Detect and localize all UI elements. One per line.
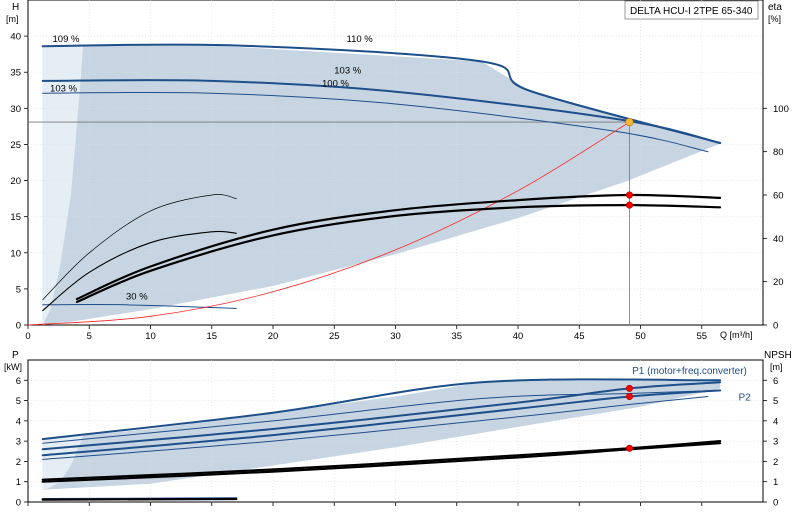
head-y2-tick-label: 60	[773, 191, 784, 202]
head-point-marker-2	[625, 117, 634, 127]
chart-title: DELTA HCU-I 2TPE 65-340	[630, 6, 753, 17]
head-series-line-4	[27, 121, 630, 326]
head-series-line-3	[42, 304, 237, 309]
head-y-tick-label: 40	[10, 32, 21, 43]
head-y2-tick-label: 20	[773, 277, 784, 288]
head-y-tick-label: 30	[10, 104, 21, 115]
power-y2-tick-label: 0	[773, 498, 778, 509]
power-y2-tick-label: 3	[773, 437, 778, 448]
head-y2-tick-label: 100	[773, 104, 789, 115]
head-series-line-5	[42, 194, 237, 301]
title-box	[624, 0, 759, 20]
power-y2-tick-label: 6	[773, 376, 778, 387]
head-series-line-6	[42, 230, 237, 312]
npsh-axis-name: NPSH	[764, 350, 792, 361]
power-series-line-6	[41, 442, 722, 483]
head-chart-plot: 0 5 10 15 20 25 30 35 40 0 20 40 60 80 100 0 5 10 15 20 25 30…	[10, 0, 789, 342]
flow-axis-label: Q [m³/h]	[720, 330, 753, 340]
power-series-line-4	[42, 396, 709, 460]
power-axis-unit: [kW]	[4, 362, 22, 372]
head-operating-area-light	[42, 46, 84, 325]
head-y-tick-label: 35	[10, 68, 21, 79]
head-y-tick-label: 20	[10, 176, 21, 187]
power-y2-tick-label: 4	[773, 416, 778, 427]
power-series-line-8	[41, 497, 238, 501]
head-x-tick-label: 0	[25, 331, 30, 342]
head-x-tick-label: 10	[145, 331, 156, 342]
power-series-line-0	[41, 378, 722, 441]
power-y-tick-label: 2	[16, 457, 21, 468]
power-point-marker-0	[625, 384, 633, 392]
power-y-tick-label: 1	[16, 477, 21, 488]
head-series-line-0	[41, 43, 722, 144]
head-axis-name: H	[12, 2, 19, 13]
power-y-tick-label: 4	[16, 416, 21, 427]
head-y2-tick-label: 40	[773, 234, 784, 245]
head-y2-tick-label: 0	[773, 321, 778, 332]
head-point-marker-1	[625, 201, 633, 209]
head-y-tick-label: 0	[16, 321, 21, 332]
head-annotation: 103 %	[334, 66, 361, 77]
head-x-tick-label: 25	[329, 331, 340, 342]
power-series-line-2	[41, 381, 722, 451]
power-series-line-5	[41, 440, 722, 481]
power-y2-tick-label: 2	[773, 457, 778, 468]
head-y-tick-label: 15	[10, 212, 21, 223]
head-series-line-2	[42, 91, 709, 153]
head-x-tick-label: 55	[696, 331, 707, 342]
power-series-line-3	[41, 389, 722, 457]
head-annotation: 100 %	[322, 79, 349, 90]
head-x-tick-label: 35	[451, 331, 462, 342]
eta-axis-name: eta	[768, 2, 782, 13]
head-x-tick-label: 40	[513, 331, 524, 342]
power-chart-plot: 0 1 2 3 4 5 6 0 1 2 3 4 5 6 P1 (motor+freq.converter) P…	[16, 360, 778, 509]
head-x-tick-label: 45	[574, 331, 585, 342]
head-x-tick-label: 30	[390, 331, 401, 342]
power-series-line-1	[42, 389, 721, 444]
head-annotation: 30 %	[126, 292, 148, 303]
power-y2-tick-label: 5	[773, 396, 778, 407]
power-legend-label: P2	[739, 393, 752, 404]
power-y2-tick-label: 1	[773, 477, 778, 488]
eta-axis-unit: [%]	[768, 14, 781, 24]
power-y-tick-label: 0	[16, 498, 21, 509]
power-legend-label: P1 (motor+freq.converter)	[632, 366, 747, 377]
head-y-tick-label: 25	[10, 140, 21, 151]
npsh-axis-unit: [m]	[770, 362, 783, 372]
head-annotation: 109 %	[53, 34, 80, 45]
head-point-marker-0	[625, 191, 633, 199]
power-point-marker-2	[625, 444, 633, 452]
power-y-tick-label: 6	[16, 376, 21, 387]
head-x-tick-label: 20	[268, 331, 279, 342]
power-y-tick-label: 3	[16, 437, 21, 448]
head-annotation: 103 %	[50, 84, 77, 95]
head-x-tick-label: 15	[206, 331, 217, 342]
head-annotation: 110 %	[347, 34, 374, 45]
power-axis-name: P	[12, 350, 19, 361]
head-x-tick-label: 5	[87, 331, 92, 342]
head-x-tick-label: 50	[635, 331, 646, 342]
head-axis-unit: [m]	[6, 14, 19, 24]
power-point-marker-1	[625, 393, 633, 401]
head-y-tick-label: 10	[10, 248, 21, 259]
head-y-tick-label: 5	[16, 284, 21, 295]
head-series-line-1	[41, 79, 722, 144]
power-y-tick-label: 5	[16, 396, 21, 407]
head-y2-tick-label: 80	[773, 147, 784, 158]
